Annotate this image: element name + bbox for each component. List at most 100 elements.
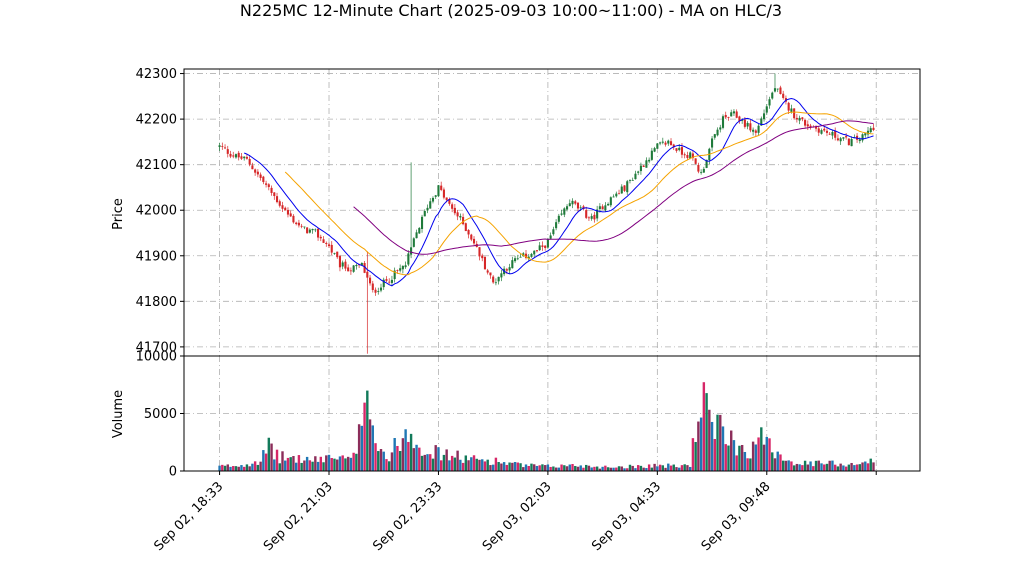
candle-body [648,159,651,162]
candle-body [524,253,528,258]
candle-body [645,160,648,168]
candle-body [248,158,251,165]
volume-bar [275,449,279,471]
candle-body [467,229,470,235]
candle-body [765,106,768,113]
volume-bar [385,459,388,471]
candle-body [741,120,744,121]
candle-body [612,196,615,198]
volume-ytick-label: 10000 [136,350,177,365]
volume-bar [678,467,681,471]
candle-body [412,238,415,247]
candle-body [426,207,429,211]
candle-body [762,113,766,120]
candle-body [256,171,259,175]
volume-bar [508,462,511,471]
candle-body [850,139,853,147]
volume-bar [647,464,651,471]
volume-bar [639,465,643,471]
volume-bar [861,462,864,471]
candle-body [730,112,733,117]
candle-body [596,209,599,219]
candle-body [601,206,604,210]
volume-bar [374,443,377,471]
candle-body [552,229,555,235]
volume-bar [590,467,593,471]
candle-body [752,129,755,132]
candle-body [834,130,837,138]
candle-body [243,156,246,159]
volume-bar [653,463,656,471]
candle-body [535,250,539,252]
candle-body [325,242,328,244]
candle-body [861,134,864,141]
volume-bar [779,454,782,471]
x-tick-label: Sep 03, 09:48 [699,479,774,554]
volume-bar [305,456,309,471]
volume-bar [519,463,522,471]
candle-body [637,171,640,173]
volume-bar [379,449,383,471]
volume-bar [420,455,424,471]
volume-bar [404,429,407,471]
candle-body [806,124,809,127]
volume-bar [491,464,495,471]
candle-body [593,214,596,220]
candle-body [743,119,746,127]
volume-bar [691,438,695,471]
volume-bar [456,450,459,471]
candle-body [609,197,612,206]
candle-body [223,147,227,149]
volume-bar [593,466,596,471]
volume-bar [634,468,637,471]
volume-bar [751,441,755,471]
candle-body [262,176,265,183]
candle-body [494,282,497,284]
candle-body [327,244,331,247]
candle-body [500,273,503,278]
candle-body [713,134,716,138]
volume-bar [792,465,796,471]
volume-bar [546,464,550,471]
candle-body [760,118,763,126]
candle-body [560,213,563,215]
volume-bar [535,465,539,471]
candle-body [341,262,344,267]
volume-bar [346,456,350,471]
price-grid [184,69,920,356]
volume-bar [595,466,599,471]
volume-bars [218,382,875,471]
volume-bar [812,466,815,471]
volume-yaxis: 0 5000 10000 [136,350,184,480]
volume-bar [710,421,714,471]
candle-body [300,225,303,227]
volume-bar [571,464,574,471]
candle-body [825,130,829,133]
candle-body [607,203,610,206]
candle-body [689,152,692,159]
volume-bar [661,465,665,471]
candle-body [634,173,637,180]
candle-body [675,148,678,151]
candle-body [716,129,719,136]
volume-bar [762,444,766,471]
candle-body [617,193,621,195]
volume-bar [311,461,314,471]
volume-bar [697,421,700,471]
candle-body [615,193,618,197]
volume-bar [825,463,829,471]
candle-body [470,234,473,240]
candle-body [434,195,437,197]
volume-bar [377,451,380,471]
volume-bar [776,451,779,471]
price-ytick-label: 42300 [136,67,177,82]
candle-body [585,210,588,218]
volume-bar [412,448,416,471]
candle-body [382,279,385,288]
volume-bar [431,458,435,471]
volume-bar [524,464,528,471]
volume-bar [322,462,325,471]
volume-bar [483,461,487,471]
price-yaxis: 41700 41800 41900 42000 42100 42200 42300 [136,67,184,355]
volume-bar [847,464,851,471]
